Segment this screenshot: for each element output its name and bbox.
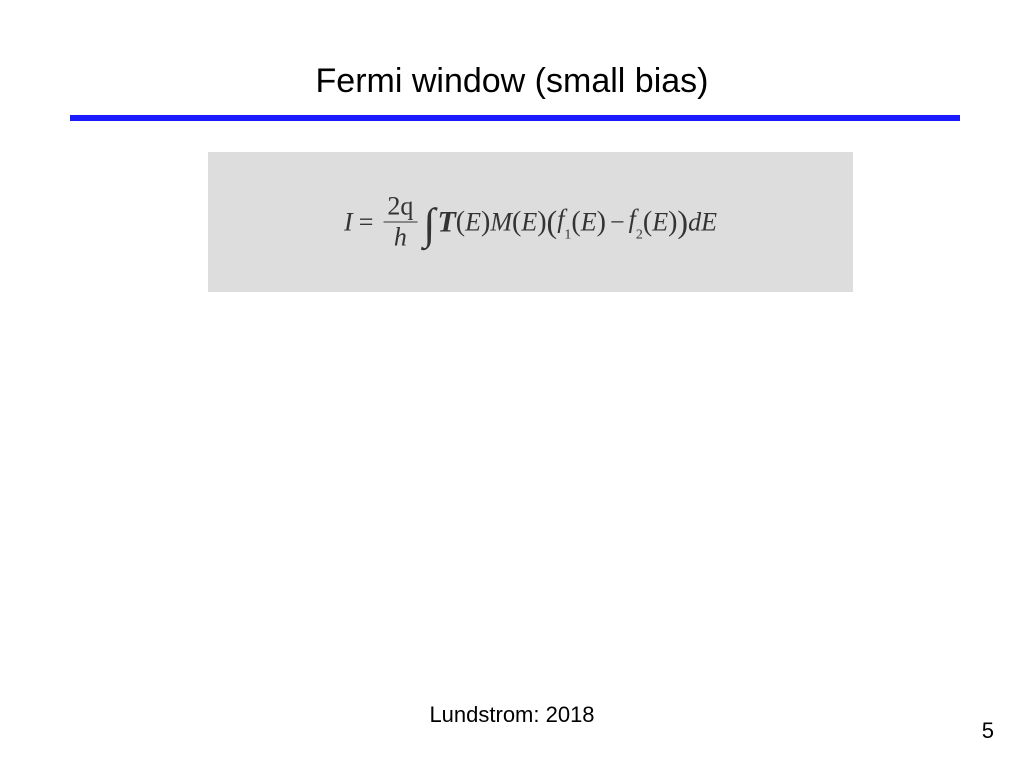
paren-close-3: ) bbox=[597, 206, 606, 238]
arg-E-1: E bbox=[465, 207, 481, 237]
paren-close-1: ) bbox=[481, 206, 490, 238]
fraction-denominator: h bbox=[383, 222, 417, 253]
equation-box: I = 2q h ∫ T ( E ) M ( E ) ( f1 ( E ) − … bbox=[208, 152, 853, 292]
f2: f2 bbox=[629, 205, 643, 239]
f2-sub: 2 bbox=[636, 227, 643, 242]
equation: I = 2q h ∫ T ( E ) M ( E ) ( f1 ( E ) − … bbox=[344, 192, 717, 253]
f2-letter: f bbox=[629, 205, 636, 234]
transmission-T: T bbox=[437, 205, 455, 239]
big-paren-open: ( bbox=[547, 204, 558, 241]
paren-open-3: ( bbox=[571, 206, 580, 238]
arg-E-2: E bbox=[521, 207, 537, 237]
eq-lhs: I bbox=[344, 207, 353, 237]
fraction-2q-over-h: 2q h bbox=[383, 192, 417, 253]
big-paren-close: ) bbox=[677, 204, 688, 241]
f1: f1 bbox=[557, 205, 571, 239]
paren-open-1: ( bbox=[456, 206, 465, 238]
f1-sub: 1 bbox=[564, 227, 571, 242]
fraction-numerator: 2q bbox=[383, 192, 417, 222]
minus-sign: − bbox=[610, 207, 625, 237]
arg-E-3: E bbox=[581, 207, 597, 237]
slide: Fermi window (small bias) I = 2q h ∫ T (… bbox=[0, 0, 1024, 768]
arg-E-4: E bbox=[652, 207, 668, 237]
modes-M: M bbox=[490, 207, 512, 237]
num-text: 2q bbox=[387, 192, 413, 221]
paren-close-4: ) bbox=[668, 206, 677, 238]
title-divider bbox=[70, 115, 960, 121]
paren-open-2: ( bbox=[512, 206, 521, 238]
slide-title: Fermi window (small bias) bbox=[0, 62, 1024, 101]
equals-sign: = bbox=[359, 207, 374, 237]
paren-close-2: ) bbox=[537, 206, 546, 238]
slide-footer: Lundstrom: 2018 bbox=[0, 702, 1024, 728]
page-number: 5 bbox=[982, 718, 994, 744]
paren-open-4: ( bbox=[643, 206, 652, 238]
dE: dE bbox=[688, 207, 717, 237]
